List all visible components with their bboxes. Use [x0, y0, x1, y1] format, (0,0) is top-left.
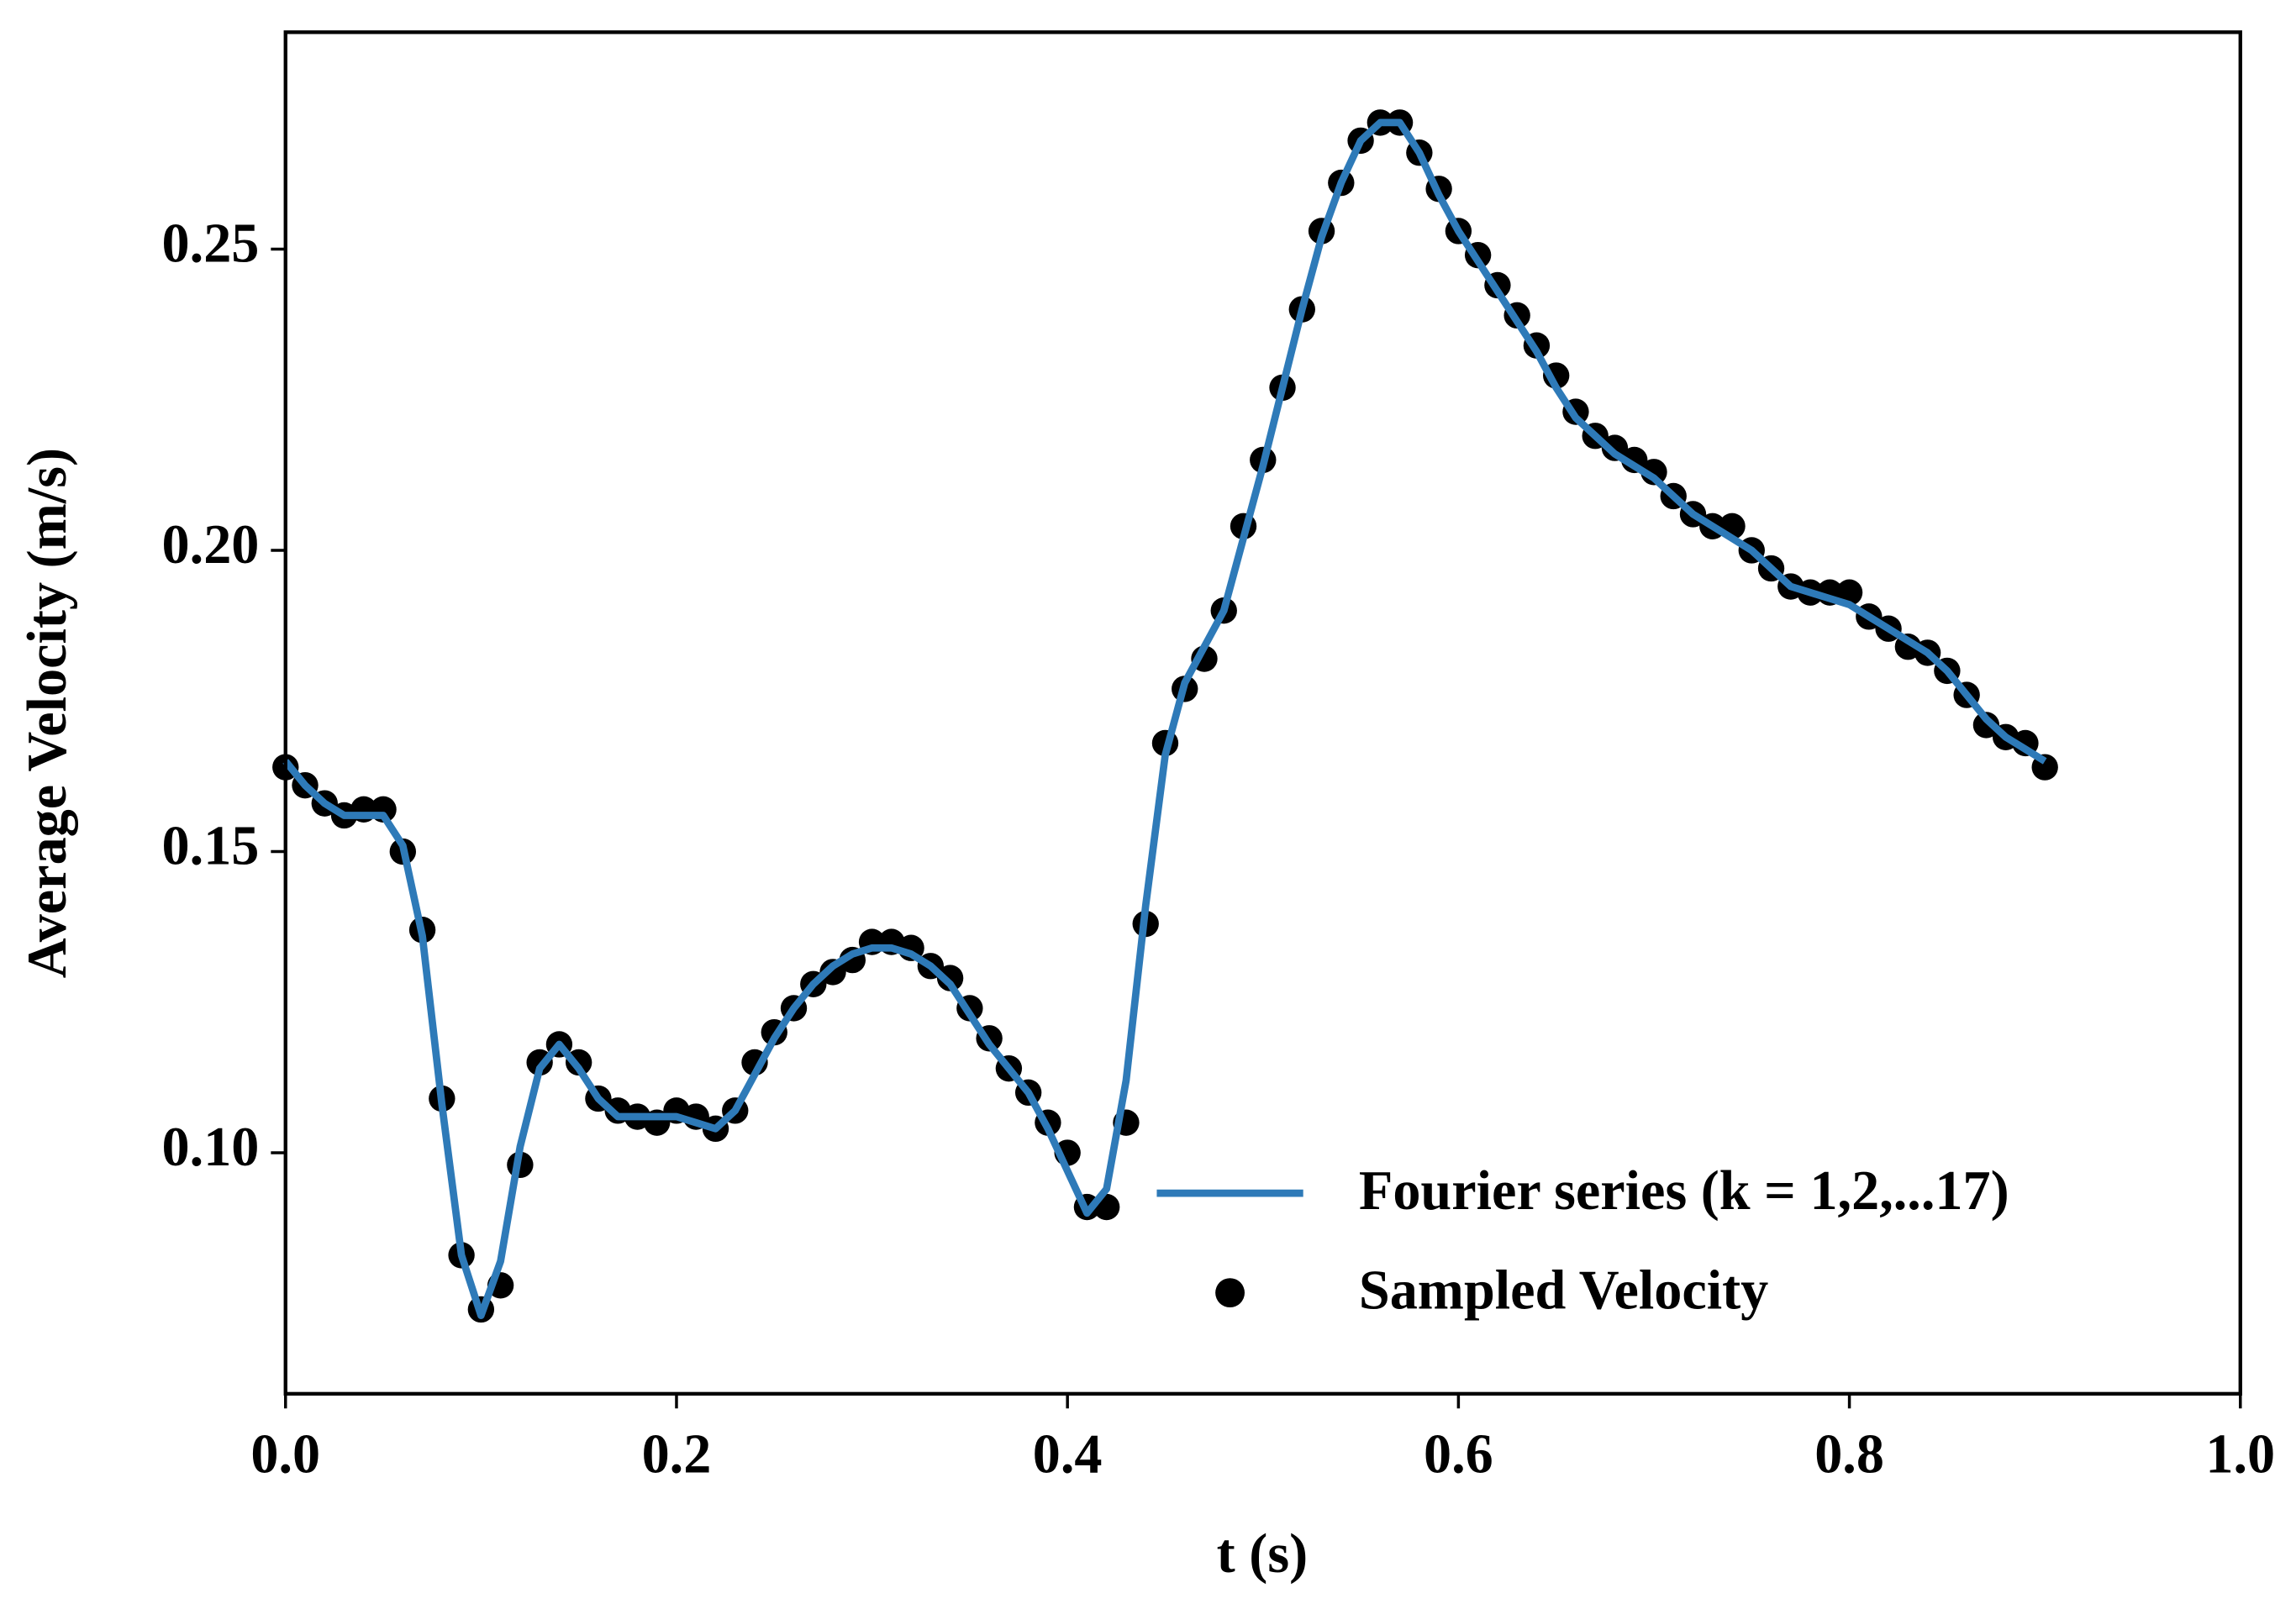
y-tick-label: 0.15 — [162, 816, 260, 877]
x-tick-label: 0.8 — [1814, 1423, 1884, 1485]
sample-point — [936, 965, 964, 991]
x-tick-label: 1.0 — [2205, 1423, 2275, 1485]
legend-label: Sampled Velocity — [1359, 1259, 1768, 1321]
fourier-line — [282, 118, 2047, 1319]
y-axis-label: Average Velocity (m/s) — [17, 448, 78, 978]
sample-point — [1972, 712, 2000, 739]
x-tick-label: 0.0 — [250, 1423, 320, 1485]
x-axis-label: t (s) — [1217, 1523, 1308, 1585]
x-tick-label: 0.4 — [1033, 1423, 1103, 1485]
sample-point — [1640, 459, 1667, 486]
y-tick-label: 0.25 — [162, 213, 260, 275]
y-tick-label: 0.10 — [162, 1117, 260, 1178]
x-tick-label: 0.6 — [1424, 1423, 1493, 1485]
y-tick-label: 0.20 — [162, 514, 260, 576]
plot-frame — [283, 30, 2242, 1396]
legend-marker — [1215, 1278, 1245, 1308]
x-tick-label: 0.2 — [642, 1423, 712, 1485]
legend-label: Fourier series (k = 1,2,...17) — [1359, 1160, 2009, 1222]
